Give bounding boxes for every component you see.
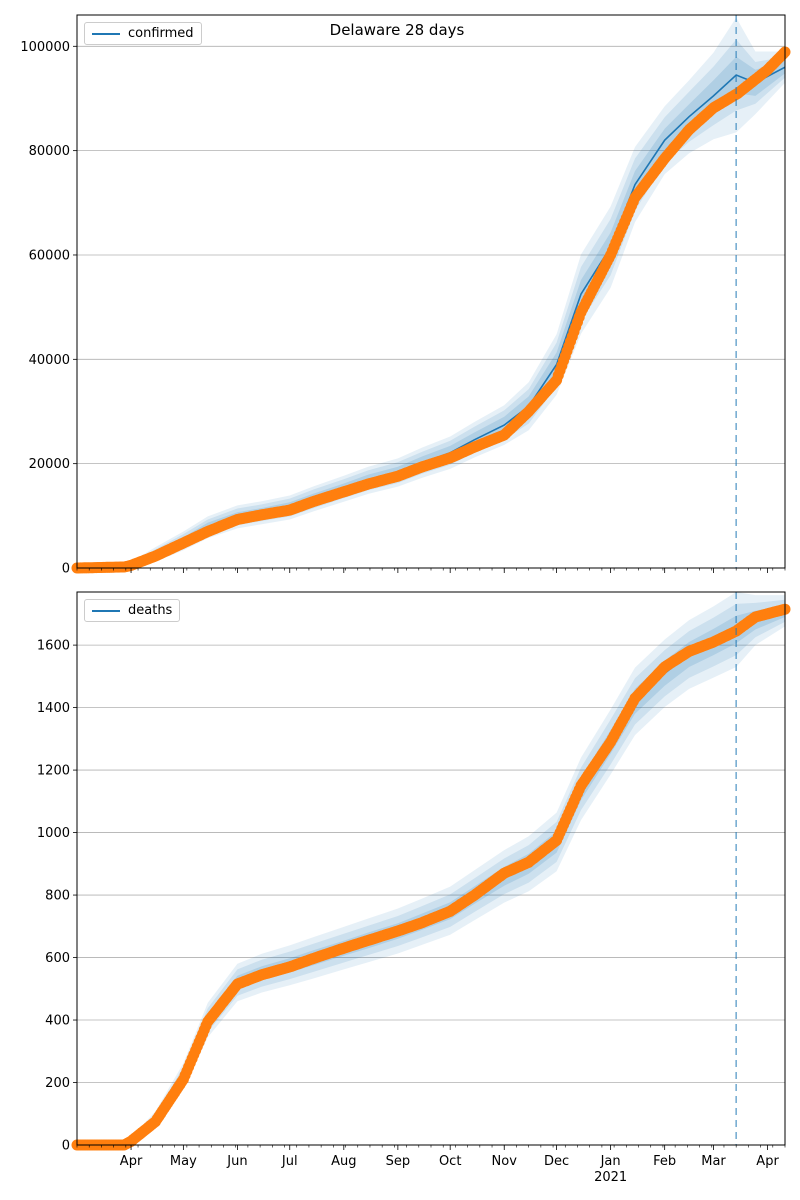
- observed-points: [71, 603, 791, 1151]
- x-tick-label: Feb: [653, 1154, 676, 1169]
- y-tick-label: 100000: [20, 40, 70, 55]
- y-tick-label: 1400: [37, 701, 70, 716]
- y-tick-label: 0: [62, 1139, 70, 1154]
- legend-swatch-confirmed: [92, 32, 120, 35]
- x-tick-label: Apr: [756, 1154, 779, 1169]
- x-tick-label: May: [170, 1154, 197, 1169]
- x-tick-label: Dec: [544, 1154, 569, 1169]
- legend-label-deaths: deaths: [128, 603, 173, 618]
- y-tick-label: 200: [45, 1076, 70, 1091]
- x-tick-label: Sep: [386, 1154, 411, 1169]
- y-tick-label: 60000: [29, 248, 70, 263]
- x-tick-label: Jun: [226, 1154, 247, 1169]
- y-tick-label: 0: [62, 562, 70, 577]
- x-tick-label: Apr: [120, 1154, 143, 1169]
- uncertainty-band-inner: [77, 56, 785, 568]
- uncertainty-band-outer: [77, 592, 785, 1145]
- y-tick-label: 20000: [29, 457, 70, 472]
- y-tick-label: 600: [45, 951, 70, 966]
- x-tick-label: Jan: [600, 1154, 621, 1169]
- legend-label-confirmed: confirmed: [128, 26, 194, 41]
- y-tick-label: 1200: [37, 764, 70, 779]
- legend-deaths: deaths: [84, 599, 181, 622]
- uncertainty-band-middle: [77, 599, 785, 1145]
- chart-title: Delaware 28 days: [329, 21, 465, 39]
- uncertainty-band-outer: [77, 17, 785, 569]
- y-tick-label: 1000: [37, 826, 70, 841]
- legend-swatch-deaths: [92, 609, 120, 612]
- x-tick-label: Jul: [281, 1154, 298, 1169]
- x-tick-label: Mar: [701, 1154, 726, 1169]
- x-tick-label: Aug: [331, 1154, 356, 1169]
- y-tick-label: 80000: [29, 144, 70, 159]
- x-tick-label: Nov: [492, 1154, 518, 1169]
- x-tick-label: Oct: [439, 1154, 461, 1169]
- y-tick-label: 40000: [29, 353, 70, 368]
- y-tick-label: 1600: [37, 639, 70, 654]
- x-year-label: 2021: [594, 1170, 627, 1185]
- y-tick-label: 800: [45, 889, 70, 904]
- y-tick-label: 400: [45, 1014, 70, 1029]
- legend-confirmed: confirmed: [84, 22, 202, 45]
